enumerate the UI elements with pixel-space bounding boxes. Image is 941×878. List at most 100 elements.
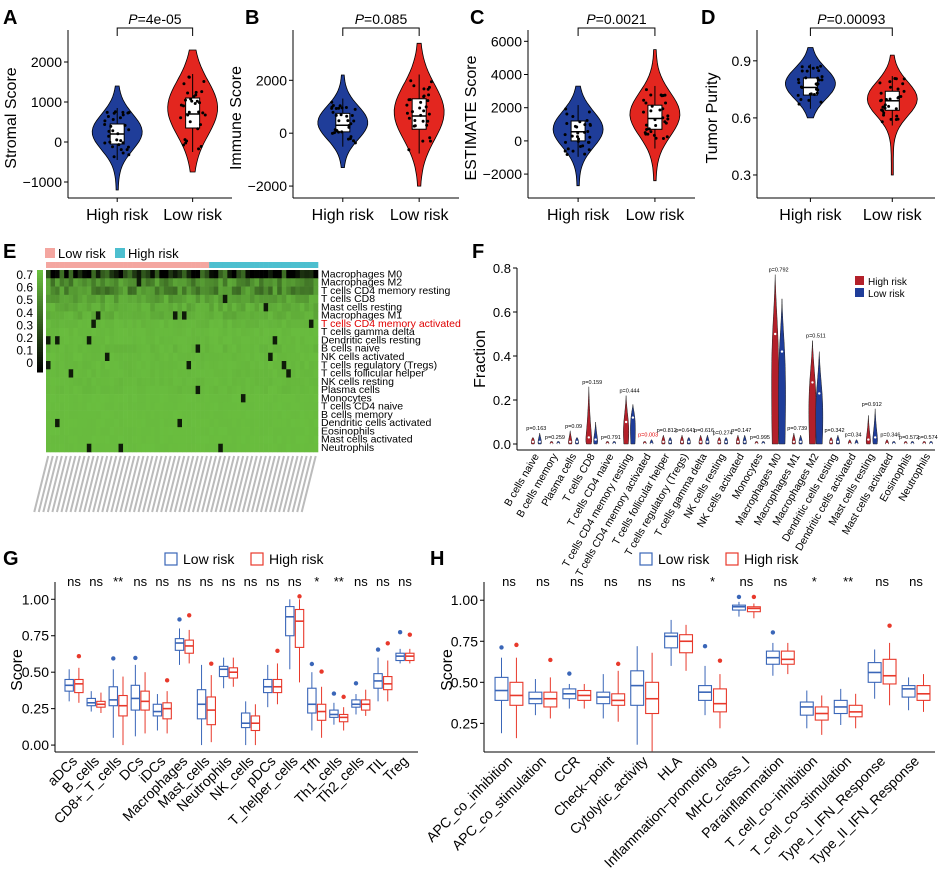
- heatmap-cell: [272, 435, 278, 445]
- heatmap-cell: [295, 369, 301, 378]
- heatmap-cell: [77, 344, 83, 354]
- heatmap-cell: [299, 278, 305, 287]
- heatmap-cell: [195, 286, 201, 296]
- y-tick-label: 1000: [31, 94, 62, 110]
- heatmap-cell: [200, 427, 205, 436]
- heatmap-cell: [123, 344, 128, 354]
- heatmap-cell: [114, 352, 119, 362]
- heatmap-cell: [64, 352, 69, 362]
- heatmap-cell: [281, 294, 287, 304]
- data-point: [425, 123, 429, 127]
- p-value-label: p=0.259: [545, 435, 565, 441]
- heatmap-cell: [132, 319, 137, 329]
- heatmap-cell: [277, 311, 283, 320]
- heatmap-cell: [109, 327, 115, 337]
- significance-label: *: [710, 574, 715, 589]
- heatmap-cell: [182, 361, 187, 370]
- heatmap-cell: [55, 270, 60, 279]
- heatmap-cell: [204, 361, 210, 370]
- heatmap-cell: [104, 435, 110, 445]
- scale-bar: [37, 328, 43, 332]
- scale-bar: [37, 292, 43, 296]
- heatmap-cell: [286, 352, 292, 362]
- heatmap-cell: [177, 435, 183, 445]
- heatmap-cell: [236, 270, 242, 279]
- heatmap-cell: [118, 427, 124, 436]
- y-axis-label: Score: [439, 649, 456, 691]
- heatmap-cell: [204, 303, 210, 312]
- heatmap-cell: [277, 394, 283, 403]
- data-point: [189, 97, 193, 101]
- heatmap-cell: [250, 361, 255, 370]
- heatmap-cell: [104, 294, 110, 304]
- heatmap-cell: [177, 278, 183, 287]
- sample-label: [42, 455, 59, 513]
- heatmap-cell: [213, 352, 219, 362]
- heatmap-cell: [136, 402, 142, 411]
- heatmap-cell: [114, 311, 119, 320]
- heatmap-cell: [295, 435, 301, 445]
- heatmap-cell: [191, 369, 196, 378]
- heatmap-cell: [82, 361, 88, 370]
- heatmap-cell: [286, 278, 292, 287]
- data-point: [182, 104, 186, 108]
- heatmap-cell: [91, 319, 97, 329]
- heatmap-cell: [77, 427, 83, 436]
- box: [509, 681, 524, 706]
- x-tick-label: High risk: [312, 207, 375, 224]
- heatmap-cell: [168, 369, 174, 378]
- heatmap-cell: [132, 443, 137, 453]
- sample-label: [173, 455, 190, 513]
- data-point: [422, 109, 426, 113]
- data-point: [882, 111, 886, 115]
- heatmap-cell: [150, 319, 156, 329]
- heatmap-cell: [136, 410, 142, 420]
- data-point: [652, 133, 656, 137]
- heatmap-cell: [172, 294, 178, 304]
- heatmap-cell: [64, 303, 69, 312]
- heatmap-cell: [77, 443, 83, 453]
- heatmap-cell: [177, 377, 183, 387]
- heatmap-cell: [231, 435, 237, 445]
- heatmap-cell: [209, 286, 215, 296]
- heatmap-cell: [213, 294, 219, 304]
- group-annotation-cell: [227, 262, 233, 268]
- heatmap-cell: [200, 286, 205, 296]
- sample-label: [83, 455, 100, 513]
- heatmap-cell: [68, 303, 74, 312]
- heatmap-cell: [286, 286, 292, 296]
- heatmap-cell: [218, 336, 224, 345]
- heatmap-cell: [104, 394, 110, 403]
- significance-bracket: [809, 27, 893, 36]
- heatmap-cell: [299, 270, 305, 279]
- group-annotation-cell: [114, 262, 119, 268]
- heatmap-cell: [195, 427, 201, 436]
- heatmap-cell: [231, 394, 237, 403]
- heatmap-cell: [286, 435, 292, 445]
- heatmap-cell: [313, 344, 319, 354]
- heatmap-cell: [145, 294, 151, 304]
- p-value-label: p=0.342: [824, 428, 844, 434]
- heatmap-cell: [104, 352, 110, 362]
- heatmap-cell: [213, 410, 219, 420]
- heatmap-cell: [77, 402, 83, 411]
- significance-label: ns: [177, 574, 191, 589]
- p-value-label: p=0.912: [862, 402, 882, 408]
- heatmap-cell: [168, 385, 174, 395]
- data-point: [644, 101, 648, 105]
- y-axis-label: ESTIMATE Score: [463, 55, 480, 180]
- heatmap-cell: [141, 443, 147, 453]
- median-point: [550, 442, 553, 446]
- heatmap-cell: [132, 410, 137, 420]
- heatmap-cell: [304, 443, 310, 453]
- data-point: [111, 145, 115, 149]
- heatmap-cell: [182, 336, 187, 345]
- sample-label: [142, 455, 159, 513]
- data-point: [799, 98, 803, 102]
- heatmap-cell: [259, 344, 264, 354]
- sample-label: [219, 455, 236, 513]
- heatmap-cell: [231, 369, 237, 378]
- data-point: [197, 110, 201, 114]
